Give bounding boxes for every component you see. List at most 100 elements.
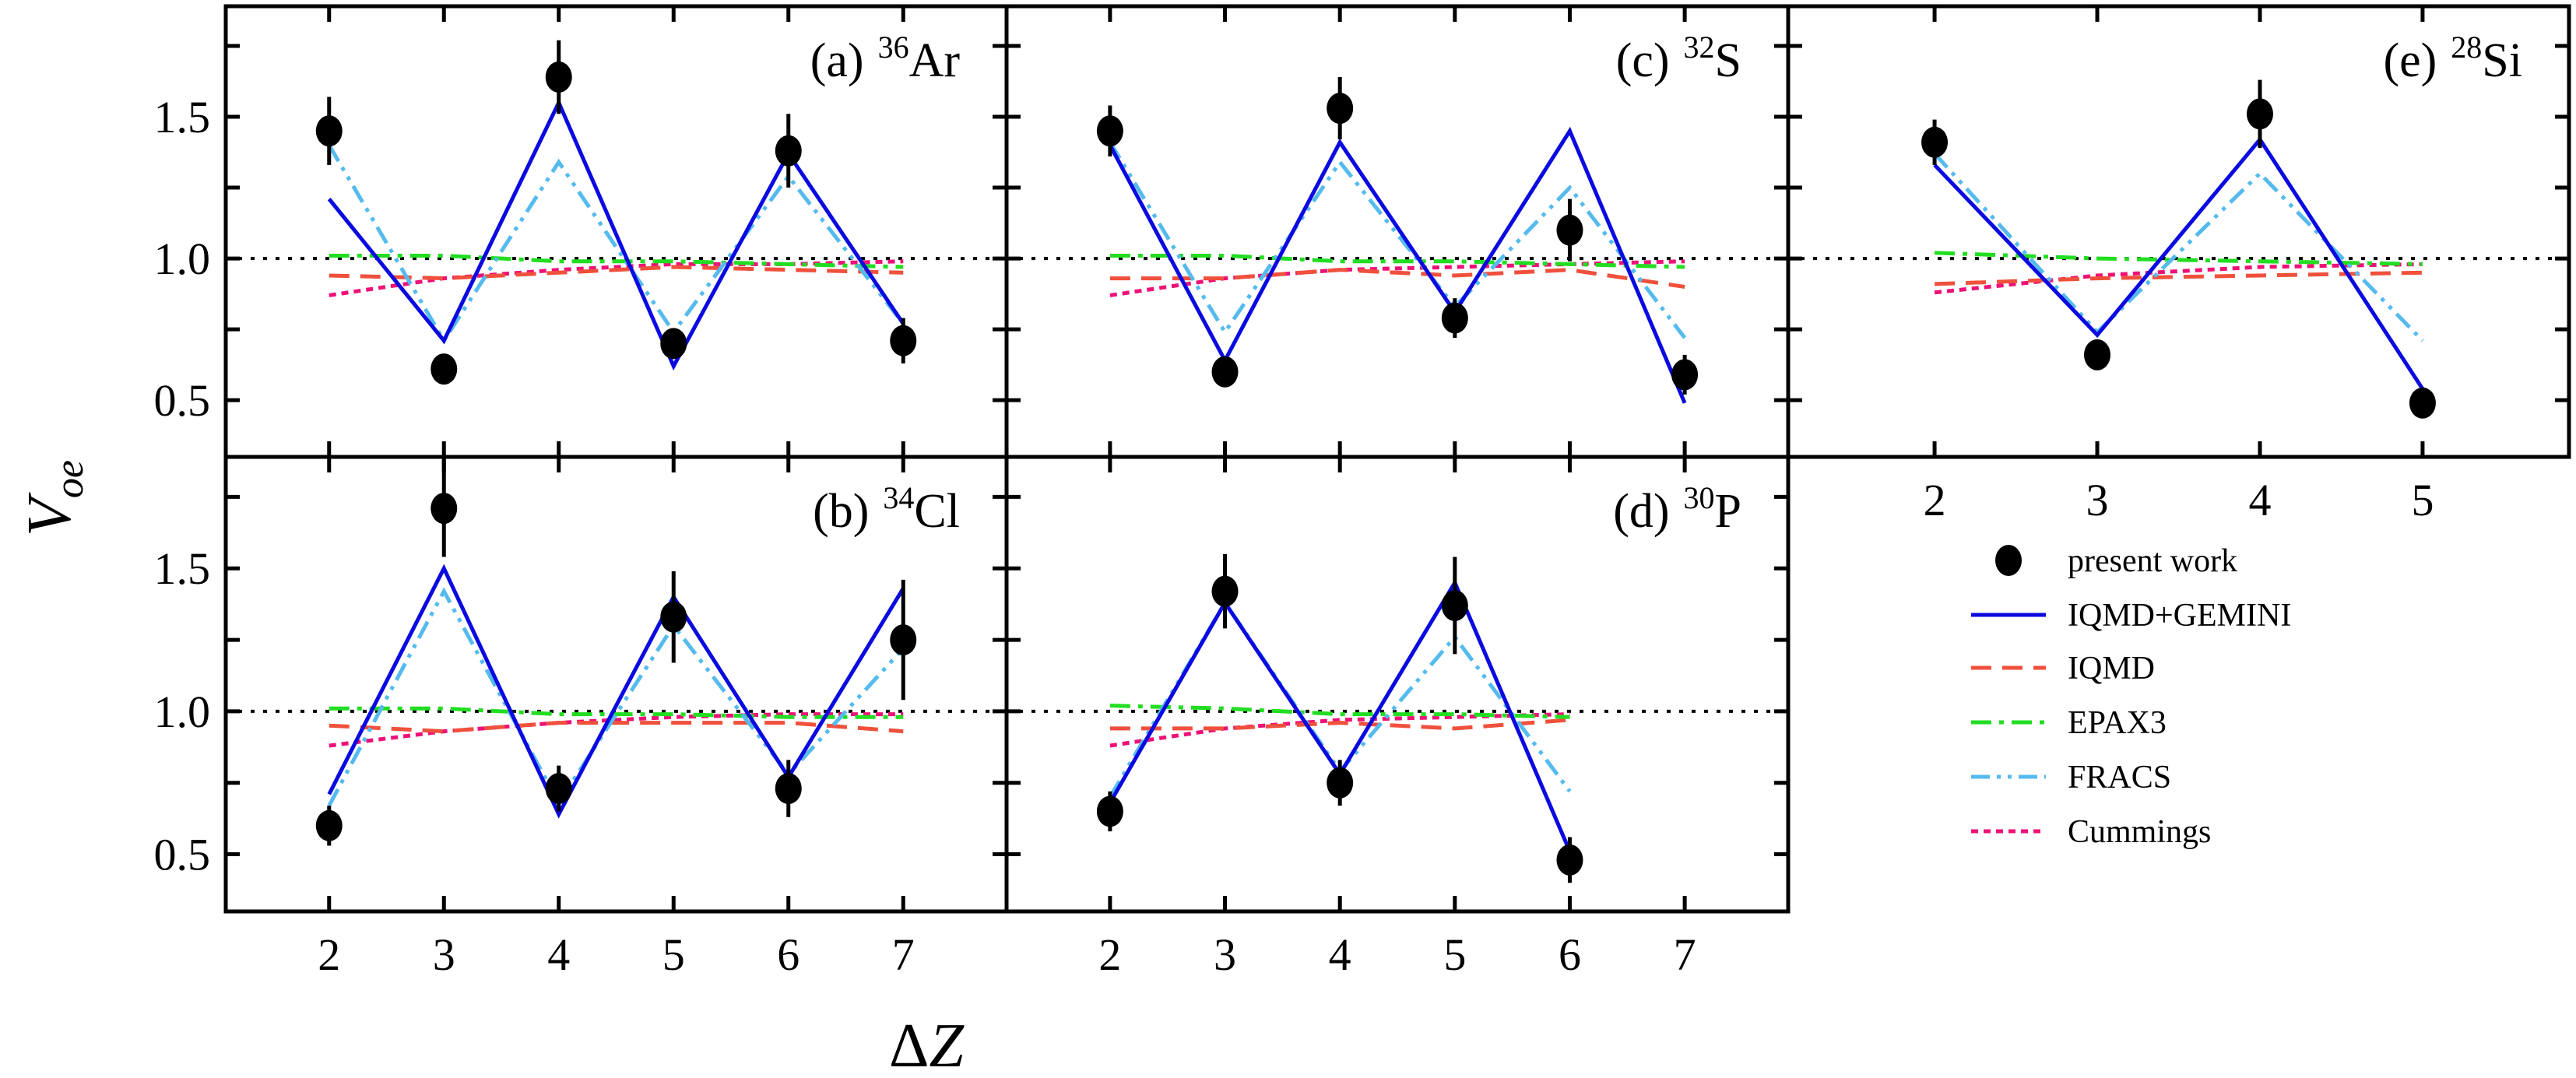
data-point	[1921, 126, 1949, 158]
data-point	[1211, 575, 1239, 607]
x-axis-title-var: Z	[929, 1012, 965, 1078]
data-point	[2409, 387, 2436, 419]
data-point	[660, 328, 687, 360]
data-point	[660, 601, 687, 633]
data-point	[1211, 356, 1239, 388]
panel-label: (b) 34Cl	[813, 480, 960, 538]
panel-frame	[1004, 4, 1791, 459]
panel-frame	[1004, 455, 1791, 914]
data-point	[1441, 302, 1468, 334]
y-tick-label: 1.5	[154, 92, 211, 142]
data-point	[1671, 359, 1699, 391]
panel-label-element: P	[1715, 485, 1741, 538]
data-point	[315, 809, 343, 841]
series-iqmd	[1109, 268, 1685, 289]
data-point	[1441, 589, 1468, 621]
x-tick-label: 5	[2411, 475, 2434, 525]
panel-label-element: Si	[2482, 34, 2522, 87]
data-point	[775, 773, 802, 805]
x-tick-label: 3	[2086, 475, 2109, 525]
x-tick-label: 5	[662, 929, 685, 980]
x-tick-label: 4	[2248, 475, 2271, 525]
panel-label: (a) 36Ar	[810, 30, 961, 87]
data-point	[431, 493, 458, 525]
legend-label: FRACS	[2068, 760, 2171, 795]
panel-label: (d) 30P	[1613, 480, 1741, 538]
panel-label-mass: 30	[1684, 480, 1715, 515]
x-tick-label: 2	[1098, 929, 1121, 980]
data-point	[2246, 98, 2273, 130]
data-point	[1556, 214, 1583, 246]
x-tick-label: 5	[1443, 929, 1466, 980]
series-iqmd	[329, 721, 904, 734]
y-axis-title-sub: oe	[47, 460, 92, 498]
y-tick-label: 0.5	[154, 830, 211, 880]
data-point	[1096, 115, 1123, 147]
y-tick-label: 0.5	[154, 375, 211, 426]
panel-label-element: S	[1715, 34, 1741, 87]
data-point	[1327, 93, 1354, 125]
series-cummings	[1109, 712, 1570, 748]
panel-label: (e) 28Si	[2383, 30, 2522, 87]
data-point	[890, 624, 917, 656]
legend-item: present work	[1995, 543, 2237, 579]
x-axis-title-delta: Δ	[889, 1012, 929, 1078]
panel-label-element: Ar	[909, 34, 961, 87]
data-point	[545, 773, 572, 805]
panel-b: 0.51.01.52 3 4 5 6 7(b) 34Cl	[154, 455, 1009, 980]
panel-label-prefix: (e)	[2383, 34, 2437, 87]
legend-marker	[1995, 545, 2022, 576]
panel-label-mass: 32	[1684, 30, 1715, 65]
panel-frame	[1786, 4, 2571, 459]
series-epax3	[329, 706, 904, 719]
legend-item: EPAX3	[1971, 705, 2167, 741]
data-point	[2084, 339, 2111, 370]
x-tick-label: 4	[547, 929, 570, 980]
legend: present work IQMD+GEMINI IQMD EPAX3 FRACS Cum…	[1971, 543, 2291, 850]
panel-c: (c) 32S	[1004, 4, 1791, 459]
series-cummings	[329, 259, 904, 297]
data-point	[1327, 767, 1354, 799]
series-cummings	[1109, 259, 1685, 297]
x-tick-label: 6	[1559, 929, 1581, 980]
series-iqmd-gemini	[327, 564, 905, 819]
y-tick-label: 1.0	[154, 686, 211, 737]
legend-label: IQMD+GEMINI	[2068, 598, 2291, 634]
x-axis-title: ΔZ	[889, 1012, 965, 1078]
data-point	[431, 353, 458, 385]
data-point	[775, 135, 802, 167]
series-cummings	[329, 712, 904, 748]
legend-label: Cummings	[2068, 814, 2211, 850]
y-tick-label: 1.5	[154, 543, 211, 594]
panel-label-mass: 34	[883, 480, 914, 515]
panel-a: 0.5 1.0 1.5 (a) 36Ar	[154, 4, 1009, 459]
data-point	[1556, 844, 1583, 876]
x-tick-label: 7	[892, 929, 915, 980]
data-point	[545, 61, 572, 93]
y-tick-label: 1.0	[154, 234, 211, 284]
series-iqmd	[329, 265, 904, 281]
panel-e: 2 3 4 5 (e) 28Si	[1786, 4, 2571, 525]
legend-label: present work	[2068, 543, 2237, 579]
legend-item: IQMD+GEMINI	[1971, 598, 2291, 634]
x-tick-label: 7	[1674, 929, 1696, 980]
series-iqmd	[1934, 270, 2423, 286]
series-fracs	[327, 144, 905, 345]
panel-d: 2 3 4 5 6 7 (d) 30P	[1004, 455, 1791, 980]
series-fracs	[327, 587, 905, 807]
y-axis-title: Voe	[16, 460, 92, 536]
legend-item: IQMD	[1971, 651, 2155, 686]
panel-frame	[223, 455, 1009, 914]
series-iqmd-gemini	[1108, 126, 1687, 404]
series-iqmd-gemini	[327, 97, 905, 371]
panel-label-prefix: (b)	[813, 485, 869, 538]
legend-label: EPAX3	[2068, 705, 2167, 741]
series-epax3	[329, 253, 904, 269]
x-tick-label: 2	[318, 929, 340, 980]
panel-label: (c) 32S	[1616, 30, 1741, 87]
legend-label: IQMD	[2068, 651, 2155, 686]
panel-label-element: Cl	[914, 485, 960, 538]
series-epax3	[1109, 704, 1570, 719]
